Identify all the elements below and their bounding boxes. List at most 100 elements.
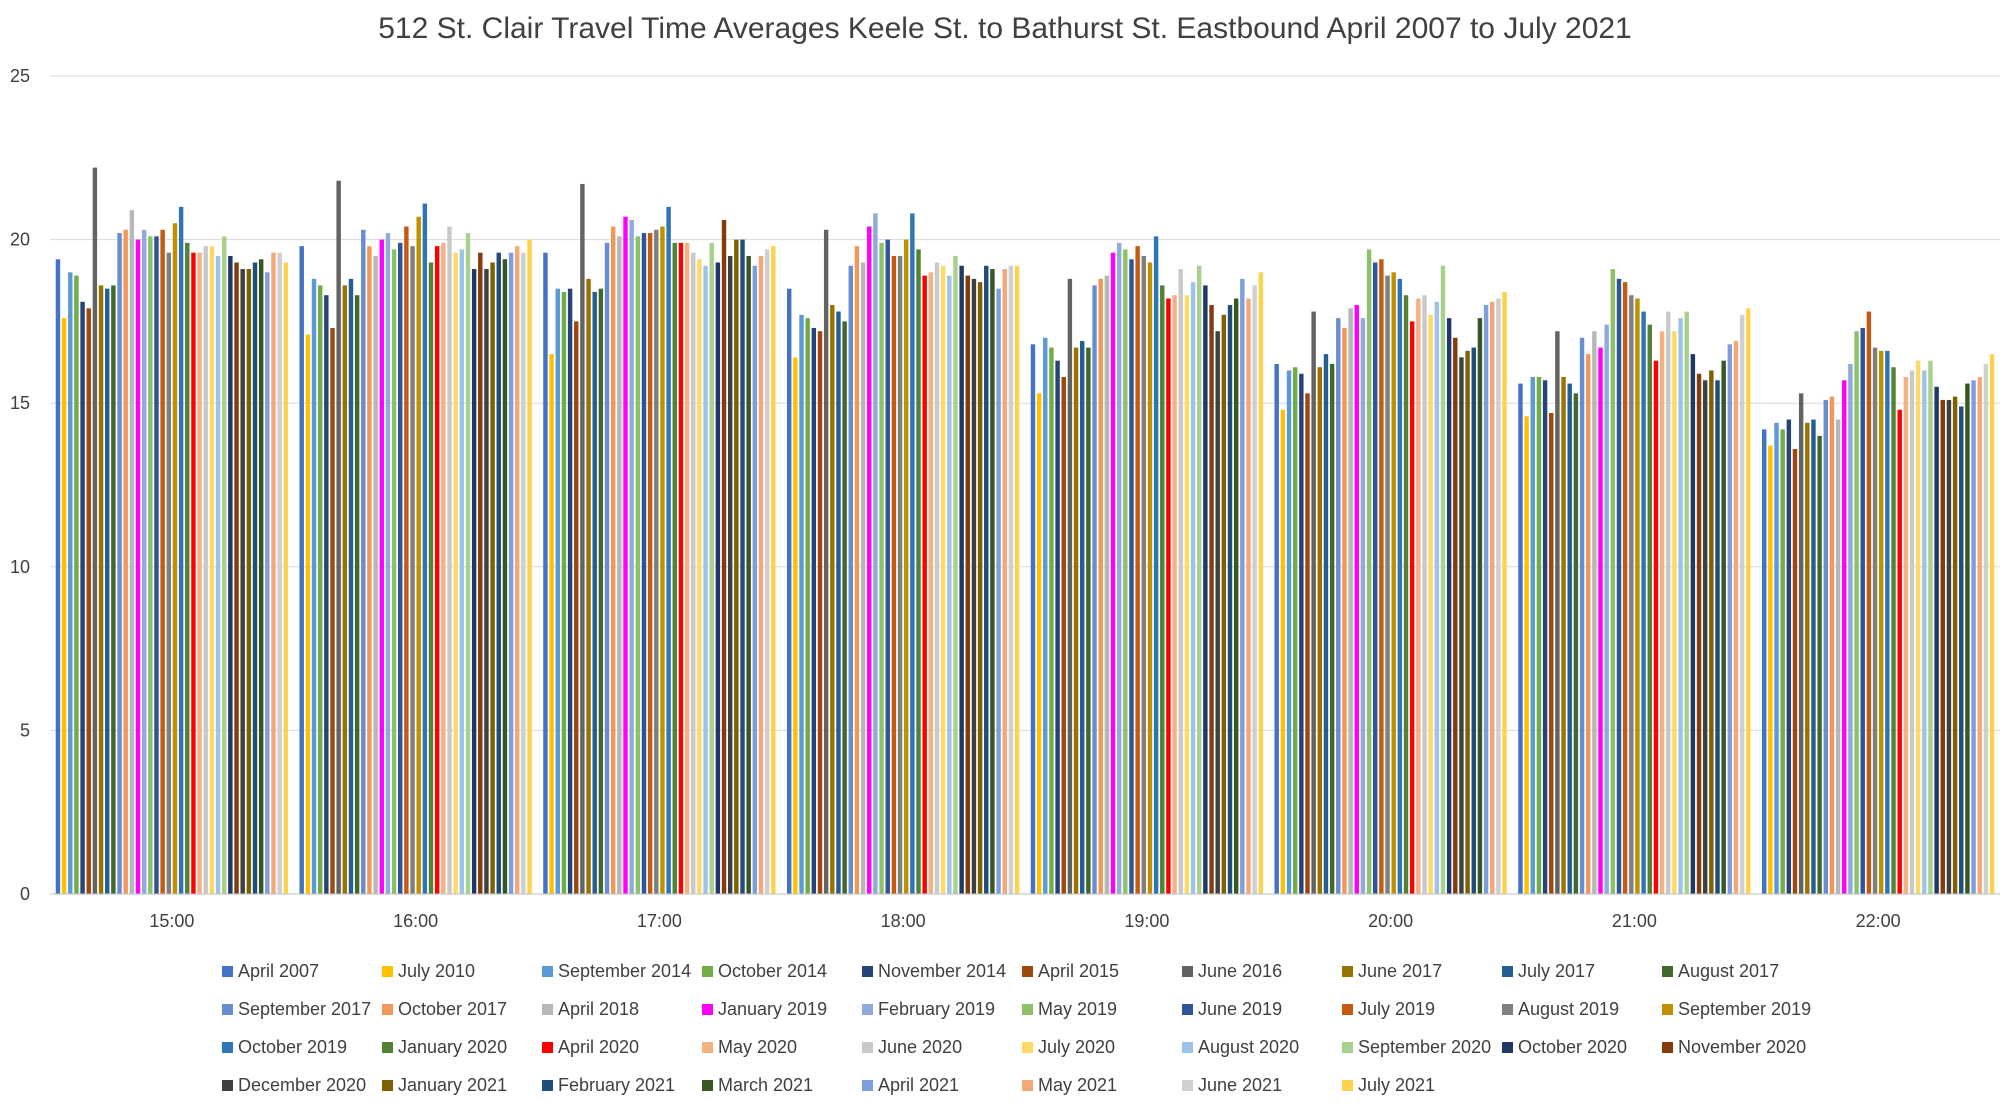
- bar: [1123, 249, 1128, 895]
- legend-swatch: [1342, 1041, 1353, 1053]
- bar: [610, 226, 616, 894]
- bar: [1702, 380, 1708, 894]
- bar: [1635, 298, 1640, 894]
- bar: [1385, 275, 1390, 895]
- bar: [1878, 350, 1884, 895]
- bar: [160, 229, 165, 894]
- bar: [1496, 298, 1501, 894]
- bar: [305, 334, 311, 894]
- bar: [508, 252, 514, 894]
- bar: [1086, 347, 1091, 895]
- legend-label: August 2019: [1518, 998, 1620, 1019]
- bar: [1172, 295, 1177, 895]
- legend-item: April 2020: [542, 1028, 702, 1066]
- bar: [1073, 347, 1079, 895]
- bar: [1252, 285, 1257, 894]
- bar: [1555, 331, 1560, 895]
- bar: [1311, 311, 1316, 895]
- bar: [1542, 380, 1548, 894]
- legend-swatch: [862, 1041, 873, 1053]
- x-tick-label: 18:00: [881, 911, 926, 931]
- bar: [1629, 295, 1634, 895]
- bar: [515, 246, 520, 894]
- bar: [1696, 373, 1702, 894]
- legend-item: May 2019: [1022, 990, 1182, 1028]
- bar: [617, 236, 622, 894]
- bar: [453, 252, 458, 894]
- bar: [1659, 331, 1665, 895]
- bar: [129, 210, 135, 894]
- bar: [1842, 380, 1847, 894]
- bar: [471, 269, 477, 894]
- bar: [1348, 308, 1353, 894]
- bar: [678, 242, 684, 894]
- bar: [823, 229, 829, 894]
- legend-label: April 2007: [238, 960, 320, 981]
- bar: [1709, 370, 1714, 895]
- bar: [1922, 370, 1927, 895]
- bar: [1110, 252, 1116, 894]
- bar: [105, 288, 110, 894]
- legend-item: January 2019: [702, 990, 862, 1028]
- bar: [1030, 344, 1036, 894]
- bar: [660, 226, 665, 894]
- legend-item: September 2019: [1662, 990, 1822, 1028]
- bar: [910, 213, 915, 895]
- legend-item: November 2020: [1662, 1028, 1822, 1066]
- legend-label: April 2020: [558, 1036, 640, 1057]
- bar: [1360, 318, 1366, 894]
- legend-item: October 2017: [382, 990, 542, 1028]
- bar: [879, 242, 884, 894]
- bar: [1739, 314, 1745, 894]
- bar: [490, 262, 495, 894]
- legend-label: November 2014: [878, 960, 1007, 981]
- bar: [1524, 416, 1529, 894]
- bar: [1561, 377, 1566, 894]
- legend-swatch: [222, 1041, 233, 1053]
- bar: [222, 236, 227, 894]
- x-tick-label: 17:00: [637, 911, 682, 931]
- bar: [283, 262, 289, 894]
- bar: [166, 252, 172, 894]
- bar: [567, 288, 573, 894]
- bar: [940, 265, 946, 894]
- bar: [727, 255, 733, 894]
- bar: [373, 255, 378, 894]
- bar: [1233, 298, 1239, 894]
- legend-item: June 2019: [1182, 990, 1342, 1028]
- bar: [786, 288, 792, 894]
- bar: [228, 255, 233, 894]
- bar: [1104, 275, 1110, 895]
- bar: [1240, 278, 1245, 894]
- bar: [647, 233, 653, 894]
- bar: [543, 252, 548, 894]
- bar: [1678, 318, 1683, 894]
- legend-swatch: [1182, 1041, 1193, 1053]
- bar: [1203, 285, 1208, 894]
- bar: [1610, 269, 1616, 894]
- bar: [555, 288, 560, 894]
- bar: [1715, 380, 1720, 894]
- legend-label: July 2020: [1038, 1036, 1116, 1057]
- x-tick-label: 22:00: [1856, 911, 1901, 931]
- legend-item: July 2019: [1342, 990, 1502, 1028]
- bar: [441, 242, 446, 894]
- legend-label: February 2019: [878, 998, 996, 1019]
- gridlines: [50, 75, 2000, 731]
- y-tick-label: 15: [10, 393, 30, 413]
- legend-item: December 2020: [222, 1066, 382, 1104]
- bar: [1135, 246, 1140, 894]
- bar: [1684, 311, 1689, 895]
- legend-item: March 2021: [702, 1066, 862, 1104]
- bar: [246, 269, 252, 894]
- bar: [98, 285, 104, 894]
- bar: [1397, 278, 1403, 894]
- bar: [1585, 354, 1591, 894]
- legend-label: June 2021: [1198, 1074, 1283, 1095]
- bar: [709, 242, 714, 894]
- bar: [592, 291, 597, 894]
- legend-item: June 2017: [1342, 952, 1502, 990]
- bar: [885, 239, 890, 895]
- bar: [1440, 265, 1446, 894]
- bar: [404, 226, 409, 894]
